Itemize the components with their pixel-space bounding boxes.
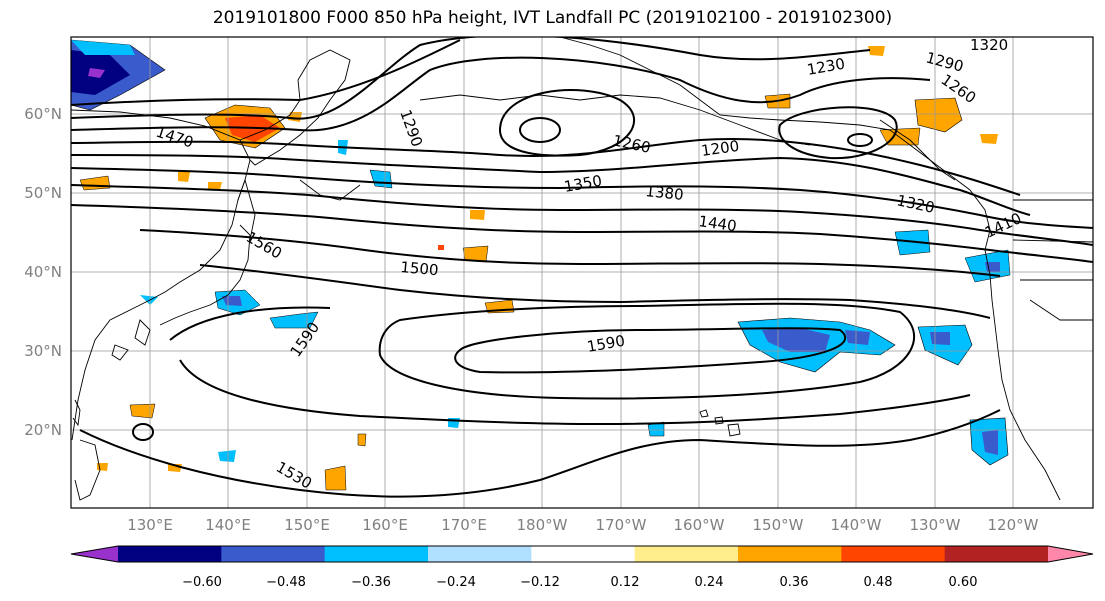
contour-label: 1320	[970, 36, 1008, 54]
contour-label: 1200	[700, 137, 740, 160]
colorbar-tick-label: −0.12	[520, 575, 560, 590]
lat-label: 40°N	[24, 263, 62, 281]
contour-label: 1500	[400, 258, 440, 279]
colorbar-tick-label: 0.12	[611, 575, 640, 590]
colorbar-extend-min	[71, 546, 118, 562]
map-title: 2019101800 F000 850 hPa height, IVT Land…	[212, 8, 893, 28]
map-frame	[70, 36, 1094, 509]
colorbar-segment	[221, 546, 326, 562]
lat-label: 20°N	[24, 421, 62, 439]
colorbar-ticks: −0.60 −0.48 −0.36 −0.24 −0.12 0.12 0.24 …	[182, 575, 977, 590]
colorbar-tick-label: −0.48	[266, 575, 306, 590]
colorbar-tick-label: 0.36	[780, 575, 809, 590]
lon-label: 180°W	[517, 516, 568, 534]
lon-label: 160°E	[362, 516, 408, 534]
colorbar-segment	[738, 546, 842, 562]
lon-label: 150°E	[284, 516, 330, 534]
lat-label: 30°N	[24, 342, 62, 360]
lon-label: 140°E	[205, 516, 251, 534]
graticule	[71, 37, 1093, 508]
lon-label: 160°W	[674, 516, 725, 534]
colorbar-segment	[841, 546, 946, 562]
lon-label: 130°W	[910, 516, 961, 534]
lat-label: 50°N	[24, 184, 62, 202]
height-contours	[71, 37, 1093, 498]
colorbar	[70, 545, 1094, 563]
lat-label: 60°N	[24, 105, 62, 123]
longitude-labels: 130°E 140°E 150°E 160°E 170°E 180°W 170°…	[127, 516, 1038, 534]
lon-label: 170°W	[596, 516, 647, 534]
colorbar-segment	[428, 546, 532, 562]
colorbar-tick-label: 0.60	[949, 575, 978, 590]
colorbar-tick-label: −0.36	[351, 575, 391, 590]
colorbar-segment	[944, 546, 1049, 562]
lon-label: 140°W	[831, 516, 882, 534]
latitude-labels: 60°N 50°N 40°N 30°N 20°N	[24, 105, 62, 439]
colorbar-outline	[70, 545, 1094, 563]
colorbar-segment	[531, 546, 636, 562]
colorbar-tick-label: −0.60	[182, 575, 222, 590]
lon-label: 150°W	[753, 516, 804, 534]
colorbar-segment	[324, 546, 429, 562]
colorbar-tick-label: −0.24	[436, 575, 476, 590]
colorbar-segment	[634, 546, 739, 562]
contour-label: 1440	[697, 212, 737, 235]
lon-label: 170°E	[441, 516, 487, 534]
colorbar-tick-label: 0.48	[864, 575, 893, 590]
colorbar-segment	[118, 546, 222, 562]
lon-label: 130°E	[127, 516, 173, 534]
colorbar-tick-label: 0.24	[695, 575, 724, 590]
contour-label: 1380	[645, 182, 685, 204]
colorbar-extend-max	[1048, 546, 1093, 562]
lon-label: 120°W	[988, 516, 1039, 534]
